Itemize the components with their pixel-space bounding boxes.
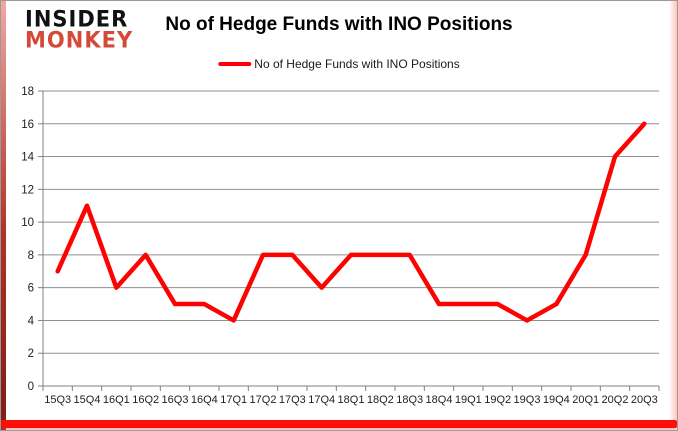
y-axis-label: 0: [28, 381, 34, 393]
y-axis-label: 14: [21, 152, 34, 164]
x-axis-label: 15Q3: [44, 394, 71, 406]
chart-title: No of Hedge Funds with INO Positions: [165, 14, 513, 35]
x-axis-label: 17Q1: [220, 394, 247, 406]
y-axis-label: 8: [28, 250, 34, 262]
y-axis-label: 4: [28, 315, 35, 327]
x-axis-label: 16Q1: [103, 394, 130, 406]
frame-bottom-accent: [1, 420, 677, 428]
legend: No of Hedge Funds with INO Positions: [218, 57, 460, 71]
x-axis-label: 19Q1: [455, 394, 482, 406]
x-axis-label: 17Q3: [279, 394, 306, 406]
y-axis-label: 16: [21, 119, 34, 131]
frame-right-glow: [669, 1, 677, 420]
x-axis-label: 19Q3: [514, 394, 541, 406]
legend-label: No of Hedge Funds with INO Positions: [254, 57, 460, 71]
y-axis-label: 10: [21, 217, 34, 229]
insider-monkey-logo: INSIDER MONKEY: [25, 6, 134, 53]
x-axis-label: 18Q1: [338, 394, 365, 406]
x-axis-label: 16Q4: [191, 394, 218, 406]
x-axis-label: 16Q2: [132, 394, 159, 406]
logo-text-insider: INSIDER: [25, 6, 129, 32]
x-axis-label: 19Q2: [484, 394, 511, 406]
x-axis-label: 17Q4: [308, 394, 335, 406]
x-axis-label: 15Q4: [74, 394, 101, 406]
x-axis-label: 18Q2: [367, 394, 394, 406]
y-axis-label: 6: [28, 283, 34, 295]
x-axis-label: 16Q3: [162, 394, 189, 406]
x-axis-label: 20Q3: [631, 394, 658, 406]
logo-text-monkey: MONKEY: [25, 27, 134, 53]
x-axis-label: 18Q4: [426, 394, 453, 406]
x-axis-label: 18Q3: [396, 394, 423, 406]
legend-line-marker: [218, 62, 252, 66]
y-axis-label: 18: [21, 86, 34, 98]
x-axis-label: 20Q1: [572, 394, 599, 406]
frame-left-accent: [1, 1, 6, 430]
x-axis-label: 20Q2: [602, 394, 629, 406]
x-axis-label: 19Q4: [543, 394, 570, 406]
y-axis-label: 2: [28, 348, 34, 360]
y-axis-label: 12: [21, 184, 34, 196]
series-line: [55, 121, 647, 323]
x-axis-label: 17Q2: [250, 394, 277, 406]
